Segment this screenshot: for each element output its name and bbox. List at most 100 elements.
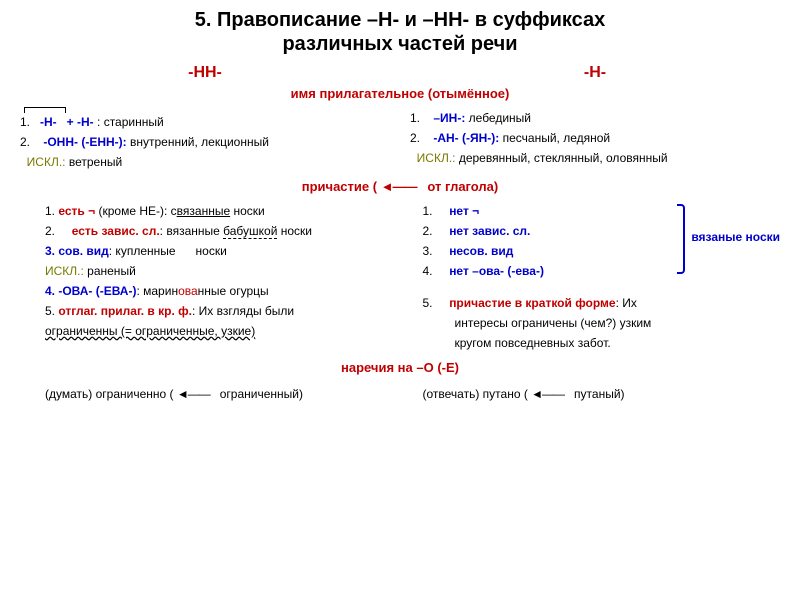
brace-block: вязаные носки — [677, 200, 780, 354]
pr-list: 1. нет ¬ 2. нет завис. сл. 3. несов. вид… — [423, 200, 678, 354]
t: 1. — [45, 204, 58, 218]
t: ограниченны (= ограниченные, узкие) — [45, 324, 255, 338]
pr-5b: интересы ограничены (чем?) узким — [423, 314, 678, 332]
t: ограниченный) — [210, 387, 303, 401]
t: : Их взгляды были — [192, 304, 294, 318]
t: ова — [178, 284, 198, 298]
adj-left-col: 1. -Н- + -Н- : старинный 2. -ОНН- (-ЕНН-… — [20, 107, 390, 173]
num: 1. — [410, 111, 420, 125]
pr-5: 5. причастие в краткой форме: Их — [423, 294, 678, 312]
t: (думать) ограниченно ( — [45, 387, 177, 401]
exception-value: деревянный, стеклянный, оловянный — [456, 151, 668, 165]
sub2-left: причастие ( — [302, 179, 381, 194]
pl-1: 1. есть ¬ (кроме НЕ-): связанные носки — [45, 202, 403, 220]
part-right-col: 1. нет ¬ 2. нет завис. сл. 3. несов. вид… — [403, 200, 781, 354]
t: есть ¬ — [58, 204, 95, 218]
n: 5. — [423, 296, 450, 310]
t: кругом повседневных забот. — [455, 336, 611, 350]
curly-brace-icon — [677, 204, 685, 274]
exception-label: ИСКЛ.: — [410, 151, 456, 165]
adj-right-1: 1. –ИН-: лебединый — [410, 109, 780, 127]
t: интересы ограничены (чем?) узким — [455, 316, 652, 330]
t: носки — [277, 224, 312, 238]
t: 3. сов. вид — [45, 244, 109, 258]
t: причастие в краткой форме — [449, 296, 615, 310]
arrow-left-icon: ◄—— — [381, 179, 417, 194]
header-row: -НН- -Н- — [20, 64, 780, 86]
t: 2. — [45, 224, 72, 238]
adjective-section: 1. -Н- + -Н- : старинный 2. -ОНН- (-ЕНН-… — [20, 107, 780, 173]
t: : марин — [136, 284, 178, 298]
t: : купленные носки — [109, 244, 227, 258]
brace-label: вязаные носки — [691, 230, 780, 244]
t: : вязанные — [160, 224, 223, 238]
n: 4. — [423, 264, 450, 278]
pl-2: 2. есть завис. сл.: вязанные бабушкой но… — [45, 222, 403, 240]
example: внутренний, лекционный — [127, 135, 269, 149]
rule: -АН- (-ЯН-): — [420, 131, 499, 145]
adverb-right: (отвечать) путано ( ◄—— путаный) — [403, 387, 781, 401]
t: несов. вид — [449, 244, 513, 258]
pl-excl: ИСКЛ.: раненый — [45, 262, 403, 280]
t: отглаг. прилаг. в кр. ф. — [58, 304, 192, 318]
t: нные огурцы — [198, 284, 269, 298]
adj-left-1: 1. -Н- + -Н- : старинный — [20, 113, 390, 131]
t: нет ¬ — [449, 204, 479, 218]
exception-value: ветреный — [66, 155, 123, 169]
adverb-row: (думать) ограниченно ( ◄—— ограниченный)… — [20, 387, 780, 401]
part-left-col: 1. есть ¬ (кроме НЕ-): связанные носки 2… — [20, 200, 403, 354]
t: есть завис. сл. — [72, 224, 160, 238]
page-title: 5. Правописание –Н- и –НН- в суффиксах р… — [20, 8, 780, 56]
num: 1. — [20, 115, 30, 129]
t: вязанные — [177, 204, 230, 218]
n: 3. — [423, 244, 450, 258]
rule: -Н- + -Н- — [30, 115, 94, 129]
example: : старинный — [94, 115, 164, 129]
rule: –ИН-: — [420, 111, 465, 125]
exception-label: ИСКЛ.: — [45, 264, 84, 278]
t: нет завис. сл. — [449, 224, 530, 238]
pl-5: 5. отглаг. прилаг. в кр. ф.: Их взгляды … — [45, 302, 403, 320]
pl-5b: ограниченны (= ограниченные, узкие) — [45, 322, 403, 340]
title-line-1: 5. Правописание –Н- и –НН- в суффиксах — [195, 9, 605, 31]
n: 1. — [423, 204, 450, 218]
title-line-2: различных частей речи — [282, 33, 517, 55]
adj-right-excl: ИСКЛ.: деревянный, стеклянный, оловянный — [410, 149, 780, 167]
pl-3: 3. сов. вид: купленные носки — [45, 242, 403, 260]
sub2-right: от глагола) — [417, 179, 499, 194]
pr-5c: кругом повседневных забот. — [423, 334, 678, 352]
subheader-adjective: имя прилагательное (отымённое) — [20, 86, 780, 101]
adj-left-2: 2. -ОНН- (-ЕНН-): внутренний, лекционный — [20, 133, 390, 151]
exception-label: ИСКЛ.: — [20, 155, 66, 169]
t: путаный) — [564, 387, 625, 401]
t: (кроме НЕ-): с — [95, 204, 177, 218]
subheader-participle: причастие ( ◄—— от глагола) — [20, 179, 780, 194]
example: песчаный, ледяной — [499, 131, 610, 145]
t: : Их — [616, 296, 637, 310]
t: 5. — [45, 304, 58, 318]
pr-3: 3. несов. вид — [423, 242, 678, 260]
t: нет –ова- (-ева-) — [449, 264, 544, 278]
t: бабушкой — [223, 224, 277, 239]
t: (отвечать) путано ( — [423, 387, 532, 401]
example: лебединый — [465, 111, 531, 125]
adverb-left: (думать) ограниченно ( ◄—— ограниченный) — [20, 387, 403, 401]
t: 4. -ОВА- (-ЕВА-) — [45, 284, 136, 298]
subheader-adverb: наречия на –О (-Е) — [20, 360, 780, 375]
pr-4: 4. нет –ова- (-ева-) — [423, 262, 678, 280]
pr-1: 1. нет ¬ — [423, 202, 678, 220]
num: 2. — [20, 135, 30, 149]
num: 2. — [410, 131, 420, 145]
arrow-left-icon: ◄—— — [531, 387, 564, 401]
header-nn: -НН- — [20, 64, 390, 82]
pr-2: 2. нет завис. сл. — [423, 222, 678, 240]
n: 2. — [423, 224, 450, 238]
exception-value: раненый — [84, 264, 136, 278]
adj-right-col: 1. –ИН-: лебединый 2. -АН- (-ЯН-): песча… — [390, 107, 780, 173]
pl-4: 4. -ОВА- (-ЕВА-): маринованные огурцы — [45, 282, 403, 300]
participle-section: 1. есть ¬ (кроме НЕ-): связанные носки 2… — [20, 200, 780, 354]
t: носки — [230, 204, 265, 218]
arrow-left-icon: ◄—— — [177, 387, 210, 401]
adj-left-excl: ИСКЛ.: ветреный — [20, 153, 390, 171]
header-n: -Н- — [390, 64, 780, 82]
